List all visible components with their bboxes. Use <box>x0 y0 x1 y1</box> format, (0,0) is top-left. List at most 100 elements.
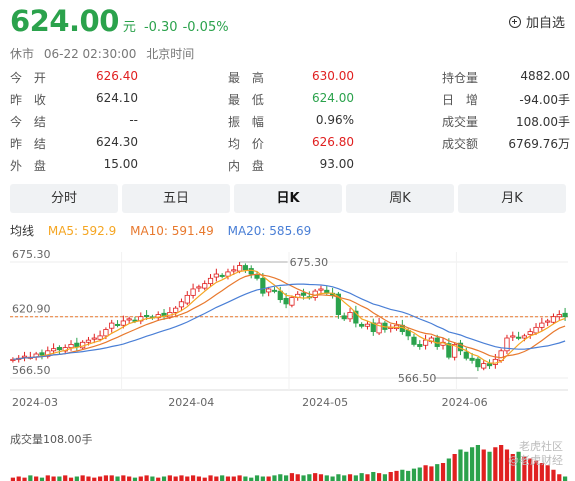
candle-body <box>173 307 179 313</box>
candle-body <box>289 297 295 306</box>
volume-bar <box>406 470 411 481</box>
volume-bar <box>80 475 85 481</box>
quote-label: 外 盘 <box>10 159 50 173</box>
candle-body <box>539 322 545 328</box>
ma20-line <box>12 283 566 360</box>
candle-body <box>475 358 481 368</box>
high-annotation: 675.30 <box>290 256 329 269</box>
add-watchlist-label: 加自选 <box>525 16 565 31</box>
volume-bar <box>109 475 114 481</box>
kline-chart[interactable]: 675.30 620.90 566.50 2024-03 2024-04 2024-05 2… <box>0 240 575 430</box>
candle-body <box>446 343 452 358</box>
x-tick-label: 2024-06 <box>442 396 488 409</box>
candle-body <box>318 288 324 291</box>
volume-bar <box>214 476 219 481</box>
volume-bar <box>196 476 202 481</box>
volume-bar <box>330 476 335 481</box>
market-state: 休市 <box>10 47 35 61</box>
watermark-line2: @老虎财经 <box>508 454 563 467</box>
volume-bar <box>97 476 103 481</box>
quote-label: 均 价 <box>228 137 268 151</box>
add-watchlist-button[interactable]: 加自选 <box>508 12 565 31</box>
volume-bar <box>179 475 184 481</box>
volume-bar <box>522 456 527 481</box>
quote-label: 昨 结 <box>10 137 50 151</box>
candle-body <box>97 335 103 340</box>
volume-bar <box>34 476 39 481</box>
candle-body <box>335 293 342 315</box>
volume-bar <box>446 458 451 481</box>
candle-body <box>341 315 347 320</box>
volume-bar <box>231 476 236 481</box>
candle-body <box>266 288 272 293</box>
tab-weekly-k[interactable]: 周K <box>346 184 454 213</box>
volume-bar <box>411 468 417 481</box>
tab-intraday[interactable]: 分时 <box>10 184 118 213</box>
volume-bar <box>127 476 132 481</box>
tab-five-day[interactable]: 五日 <box>122 184 230 213</box>
quote-label: 最 低 <box>228 93 268 107</box>
volume-bar <box>144 475 149 481</box>
candle-body <box>364 323 371 327</box>
volume-bar <box>487 451 492 481</box>
volume-bar <box>347 474 353 481</box>
volume-bar <box>376 473 382 481</box>
volume-bar <box>382 474 388 481</box>
volume-bar <box>528 458 533 481</box>
market-time: 06-22 02:30:00 <box>43 47 137 61</box>
volume-bar <box>318 474 324 481</box>
candle-body <box>527 331 533 336</box>
candle-body <box>376 322 382 334</box>
market-status: 休市 06-22 02:30:00 北京时间 <box>10 45 200 62</box>
volume-bar <box>499 445 504 481</box>
volume-chart[interactable] <box>0 428 575 481</box>
plus-circle-icon <box>508 15 521 28</box>
candle-body <box>184 294 190 304</box>
candle-body <box>481 363 487 369</box>
market-timezone: 北京时间 <box>146 47 195 61</box>
volume-bar <box>202 477 207 481</box>
quote-value: -- <box>129 113 138 127</box>
tab-monthly-k[interactable]: 月K <box>458 184 566 213</box>
volume-bar <box>307 474 312 481</box>
candle-body <box>271 289 278 292</box>
quote-value: 0.96% <box>315 113 354 127</box>
volume-bar <box>237 475 242 481</box>
quote-label: 成交额 <box>442 137 479 151</box>
volume-bar <box>86 476 91 481</box>
volume-bar <box>342 475 347 481</box>
volume-bar <box>435 464 440 481</box>
volume-bar <box>562 476 568 481</box>
volume-bar <box>138 476 143 481</box>
volume-bar <box>173 476 178 481</box>
candle-body <box>283 297 289 305</box>
volume-bar <box>225 476 231 481</box>
volume-bar <box>353 475 358 481</box>
volume-bar <box>516 451 521 481</box>
volume-bar <box>301 475 306 481</box>
quote-label: 成交量 <box>442 115 479 129</box>
candle-body <box>510 335 516 338</box>
candle-body <box>353 310 359 324</box>
volume-label: 成交量108.00手 <box>10 433 93 446</box>
volume-bar <box>220 475 225 481</box>
candle-body <box>521 335 528 339</box>
volume-bar <box>336 474 341 481</box>
candle-body <box>248 268 254 275</box>
volume-bar <box>371 472 376 481</box>
ma-label: 均线 <box>10 224 35 238</box>
candle-body <box>452 344 458 358</box>
tab-daily-k[interactable]: 日K <box>234 184 342 213</box>
quote-value: 6769.76万 <box>508 137 570 151</box>
volume-bar <box>400 469 405 481</box>
volume-bar <box>452 454 457 481</box>
low-annotation: 566.50 <box>398 372 437 385</box>
candle-body <box>504 337 510 352</box>
candle-body <box>277 290 283 301</box>
volume-bar <box>464 451 469 481</box>
price-header: 624.00 元 -0.30 -0.05% <box>10 4 229 38</box>
candle-body <box>359 323 365 327</box>
candle-body <box>114 323 121 326</box>
volume-bar <box>266 476 271 481</box>
quote-label: 内 盘 <box>228 159 268 173</box>
